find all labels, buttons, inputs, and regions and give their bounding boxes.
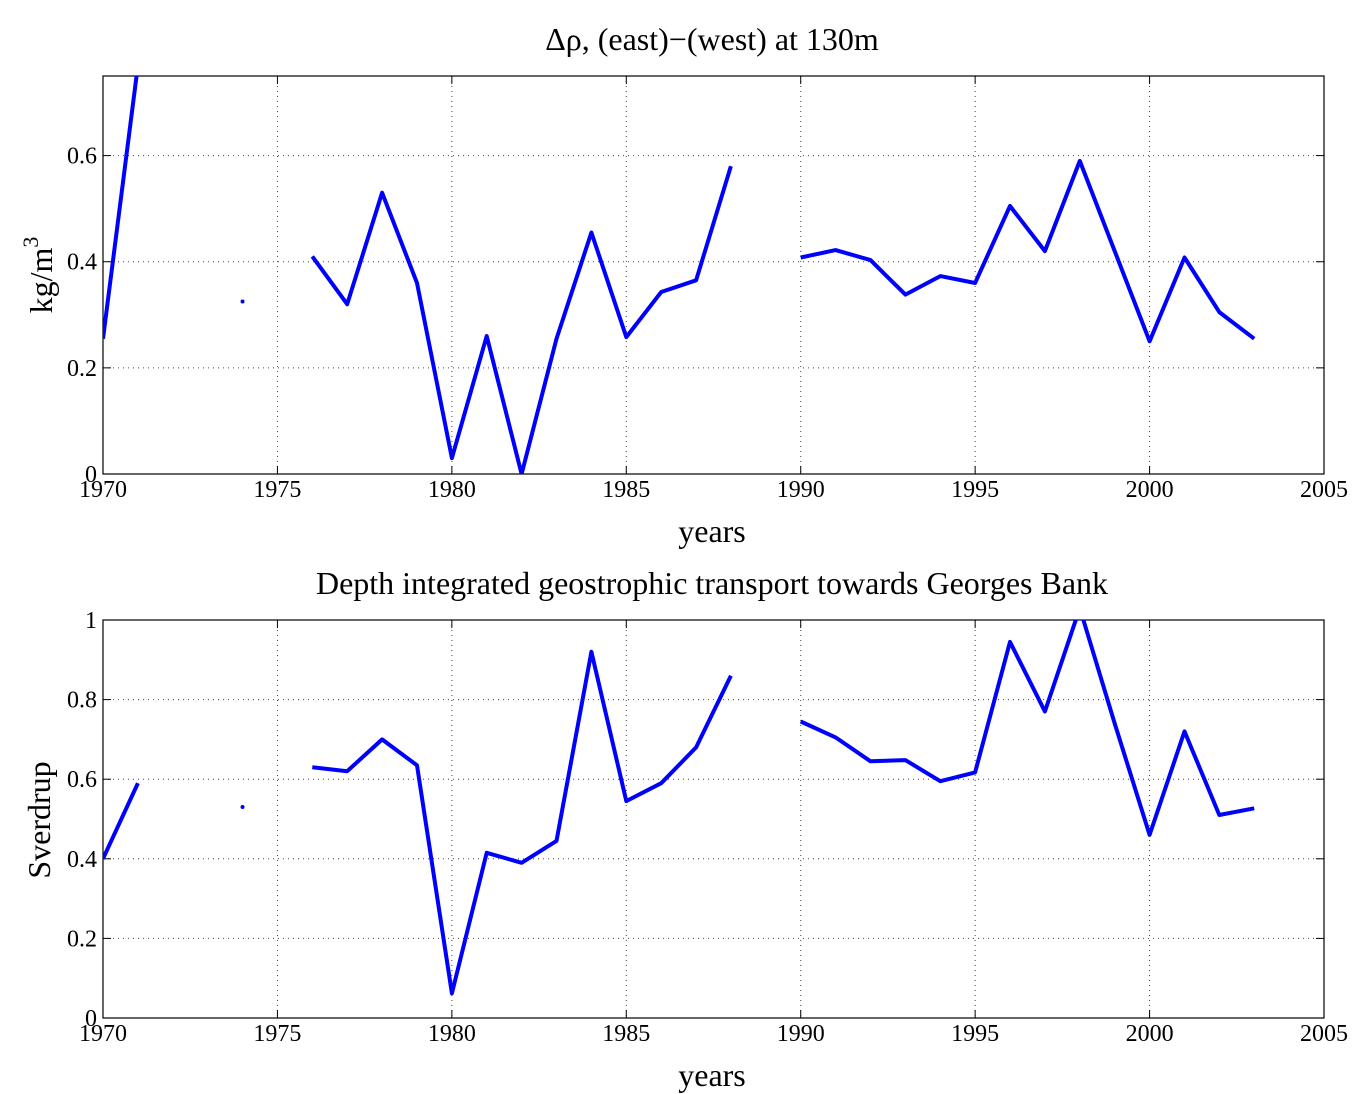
- y-tick-label: 0.4: [67, 847, 97, 873]
- series-line: [310, 165, 733, 474]
- y-tick-label: 0.8: [67, 688, 97, 714]
- series-line: [799, 620, 1255, 837]
- series-line: [312, 649, 733, 996]
- top-chart-ylabel: kg/m3: [18, 237, 59, 314]
- x-tick-label: 1995: [951, 477, 999, 503]
- x-tick-label: 1990: [777, 477, 825, 503]
- x-tick-label: 1995: [951, 1021, 999, 1047]
- y-tick-label: 1: [85, 608, 97, 634]
- bottom-chart-frame: [102, 619, 1325, 1019]
- bottom-chart-xlabel: years: [678, 1057, 746, 1093]
- bottom-chart-panel: Depth integrated geostrophic transport t…: [21, 565, 1348, 1093]
- bottom-chart-ylabel: Sverdrup: [21, 761, 57, 878]
- y-tick-label: 0: [85, 462, 97, 488]
- y-tick-label: 0.6: [67, 767, 97, 793]
- top-chart-grid: [103, 76, 1324, 474]
- top-chart-ticks: 1970 1975 1980 1985 1990 1995 2000 2005 0 0.2 0.4 0…: [67, 76, 1348, 503]
- top-chart-frame: [102, 75, 1325, 475]
- y-tick-label: 0.4: [67, 250, 97, 276]
- x-tick-label: 1985: [602, 477, 650, 503]
- y-tick-label: 0.2: [67, 356, 97, 382]
- y-tick-label: 0.6: [67, 144, 97, 170]
- x-tick-label: 1990: [777, 1021, 825, 1047]
- top-chart-title: Δρ, (east)−(west) at 130m: [545, 21, 879, 57]
- x-tick-label: 1970: [79, 1021, 127, 1047]
- top-chart-ylabel-superscript: 3: [18, 237, 43, 248]
- bottom-chart-grid: [103, 620, 1324, 1018]
- series-point: [240, 805, 245, 810]
- top-chart-ylabel-base: kg/m: [23, 248, 59, 314]
- series-line: [103, 76, 139, 339]
- x-tick-label: 1975: [253, 1021, 301, 1047]
- x-tick-label: 2000: [1126, 1021, 1174, 1047]
- x-tick-label: 1980: [428, 477, 476, 503]
- x-tick-label: 2005: [1300, 477, 1348, 503]
- series-point: [240, 299, 245, 304]
- top-chart-series: [103, 76, 1256, 474]
- x-tick-label: 1980: [428, 1021, 476, 1047]
- y-tick-label: 0: [85, 1006, 97, 1032]
- x-tick-label: 1975: [253, 477, 301, 503]
- y-tick-label: 0.2: [67, 926, 97, 952]
- bottom-chart-series: [103, 620, 1255, 996]
- top-chart-xlabel: years: [678, 513, 746, 549]
- x-tick-label: 2000: [1126, 477, 1174, 503]
- top-chart-panel: Δρ, (east)−(west) at 130m years kg/m3 19…: [18, 21, 1348, 549]
- x-tick-label: 1970: [79, 477, 127, 503]
- bottom-chart-title: Depth integrated geostrophic transport t…: [316, 565, 1108, 601]
- x-tick-label: 1985: [602, 1021, 650, 1047]
- series-line: [103, 782, 140, 860]
- bottom-chart-ticks: 1970 1975 1980 1985 1990 1995 2000 2005 0 0.2 0.4 0…: [67, 608, 1348, 1047]
- series-line: [800, 158, 1256, 344]
- x-tick-label: 2005: [1300, 1021, 1348, 1047]
